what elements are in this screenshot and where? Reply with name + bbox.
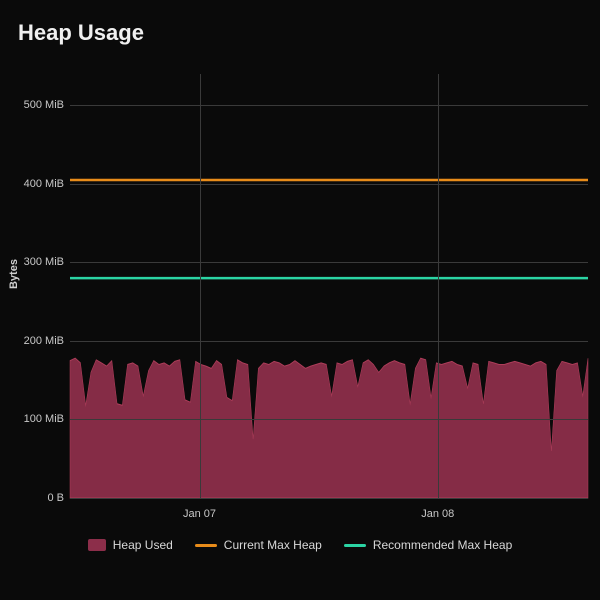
x-tick-label: Jan 08 (421, 508, 454, 520)
y-tick-label: 0 B (47, 492, 64, 504)
y-tick-column: 0 B 100 MiB 200 MiB 300 MiB 400 MiB 500 MiB (12, 74, 70, 534)
grid-line-h (70, 498, 588, 499)
legend-swatch-line (195, 544, 217, 547)
y-tick-label: 300 MiB (24, 256, 64, 268)
legend-swatch-line (344, 544, 366, 547)
legend: Heap Used Current Max Heap Recommended Max… (12, 538, 588, 552)
heap-used-area (70, 358, 588, 498)
heap-usage-panel: Heap Usage Bytes 0 B100 MiB200 MiB300 Mi… (0, 0, 600, 600)
grid-line-h (70, 262, 588, 263)
grid-line-v (200, 74, 201, 498)
y-tick-label: 100 MiB (24, 413, 64, 425)
legend-label: Current Max Heap (224, 538, 322, 552)
grid-line-h (70, 341, 588, 342)
grid-line-h (70, 184, 588, 185)
legend-swatch-area (88, 539, 106, 551)
plot-area[interactable]: Jan 07 Jan 08 (70, 74, 588, 534)
grid-line-h (70, 105, 588, 106)
y-tick-label: 500 MiB (24, 99, 64, 111)
x-tick-label: Jan 07 (183, 508, 216, 520)
legend-item[interactable]: Recommended Max Heap (344, 538, 512, 552)
y-tick-label: 400 MiB (24, 178, 64, 190)
chart-svg (70, 74, 588, 534)
plot-wrap: Bytes 0 B100 MiB200 MiB300 MiB400 MiB500… (12, 74, 588, 534)
grid-line-h (70, 419, 588, 420)
legend-item[interactable]: Current Max Heap (195, 538, 322, 552)
legend-label: Heap Used (113, 538, 173, 552)
legend-label: Recommended Max Heap (373, 538, 512, 552)
grid-line-v (438, 74, 439, 498)
y-tick-label: 200 MiB (24, 335, 64, 347)
panel-title: Heap Usage (12, 20, 588, 46)
legend-item[interactable]: Heap Used (88, 538, 173, 552)
